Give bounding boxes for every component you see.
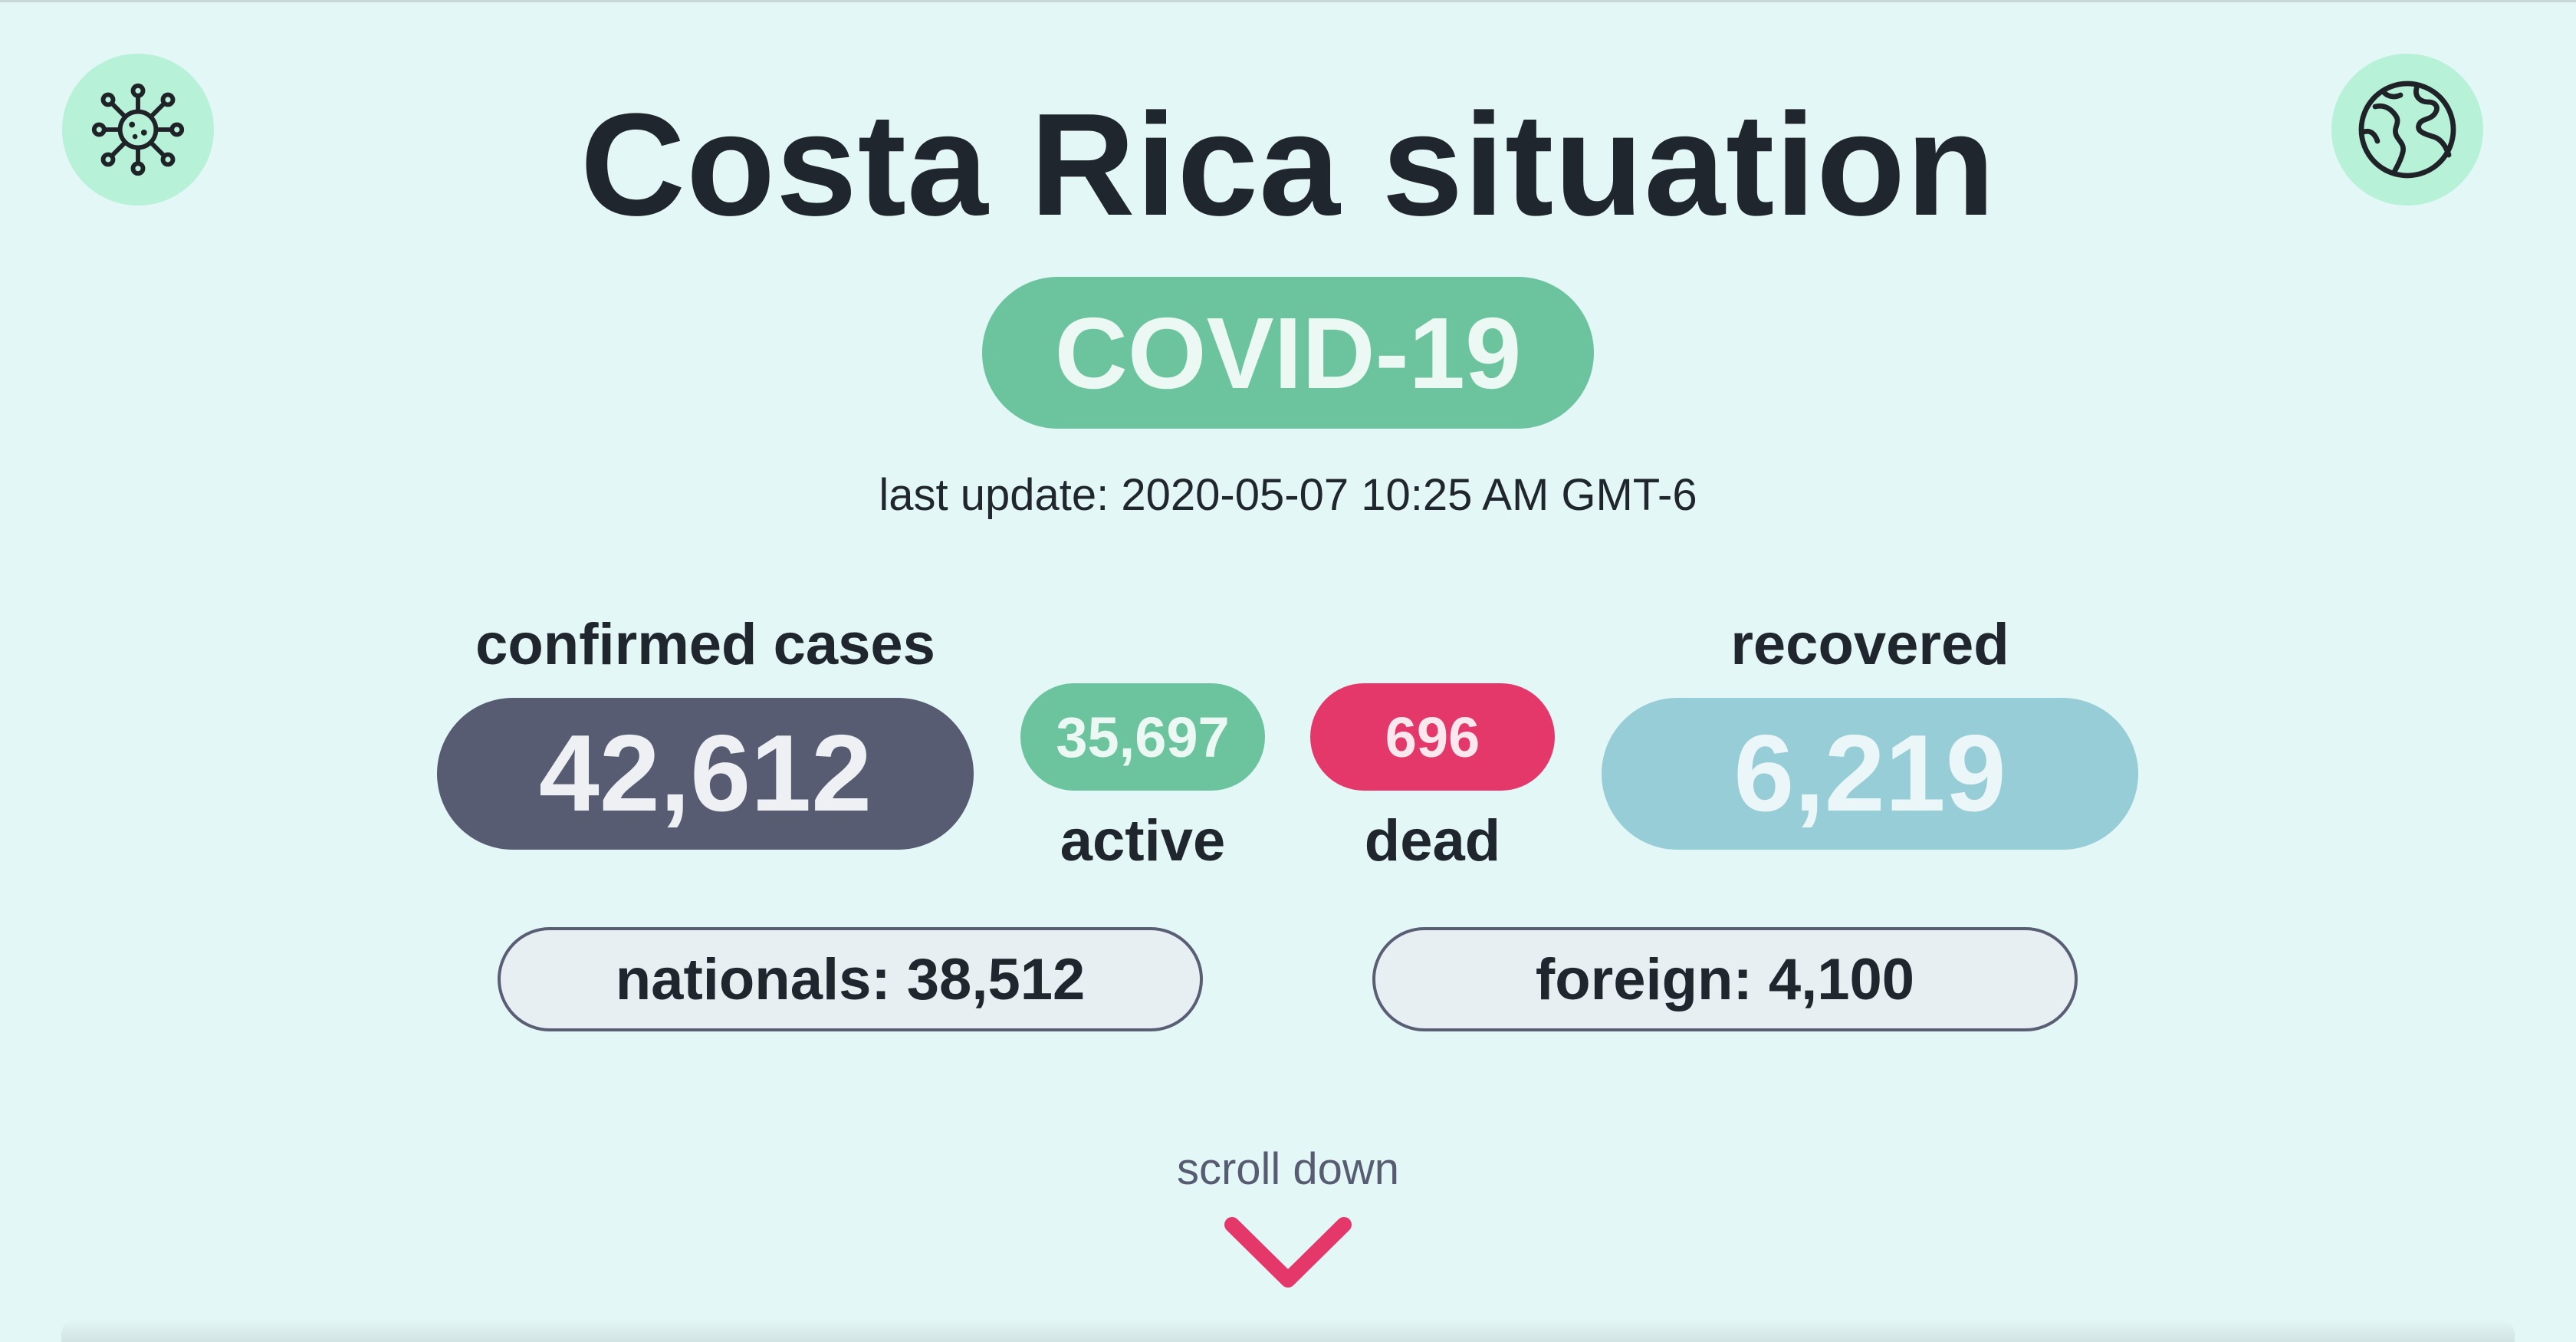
foreign-count: foreign: 4,100 [1372, 927, 2078, 1031]
chevron-down-icon[interactable] [1223, 1215, 1353, 1292]
next-section-edge [61, 1319, 2515, 1342]
deaths-value: 696 [1310, 683, 1555, 791]
nationals-count: nationals: 38,512 [498, 927, 1203, 1031]
last-update-value: 2020-05-07 10:25 AM GMT-6 [1121, 470, 1697, 520]
virus-icon [91, 83, 185, 176]
active-cases-label: active [1060, 808, 1226, 873]
confirmed-cases-value: 42,612 [437, 698, 974, 850]
world-button[interactable] [2331, 54, 2483, 206]
deaths-label: dead [1364, 808, 1501, 873]
active-cases-value: 35,697 [1020, 683, 1265, 791]
recovered-label: recovered [1730, 612, 2009, 677]
last-update-label: last update: [879, 470, 1109, 520]
covid-badge: COVID-19 [982, 277, 1594, 429]
virus-button[interactable] [62, 54, 214, 206]
confirmed-cases-label: confirmed cases [475, 612, 935, 677]
window-top-border [0, 0, 2576, 2]
page-title: Costa Rica situation [580, 84, 1996, 246]
last-update: last update: 2020-05-07 10:25 AM GMT-6 [0, 466, 2576, 525]
globe-icon [2358, 81, 2456, 179]
recovered-value: 6,219 [1602, 698, 2138, 850]
scroll-down-label[interactable]: scroll down [1176, 1144, 1400, 1194]
